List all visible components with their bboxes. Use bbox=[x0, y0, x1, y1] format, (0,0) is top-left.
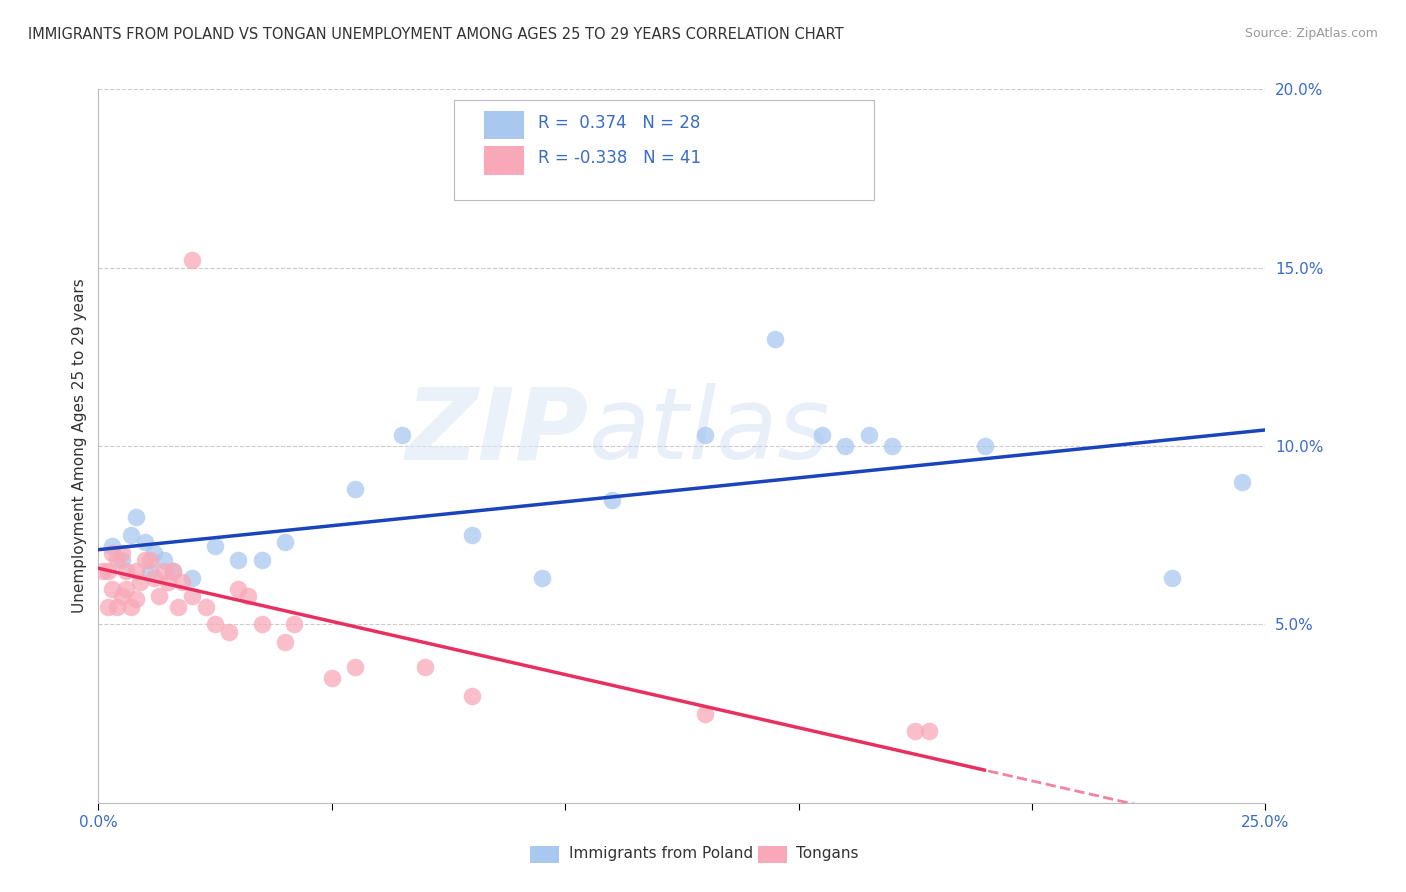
Point bbox=[134, 553, 156, 567]
Point bbox=[858, 428, 880, 442]
Point bbox=[111, 546, 134, 560]
Point bbox=[530, 571, 553, 585]
Point bbox=[391, 428, 413, 442]
Point bbox=[918, 724, 941, 739]
Point bbox=[101, 539, 124, 553]
FancyBboxPatch shape bbox=[454, 100, 875, 200]
Point bbox=[152, 553, 174, 567]
Point bbox=[600, 492, 623, 507]
Point bbox=[204, 539, 226, 553]
Y-axis label: Unemployment Among Ages 25 to 29 years: Unemployment Among Ages 25 to 29 years bbox=[72, 278, 87, 614]
Point bbox=[157, 574, 180, 589]
Point bbox=[148, 589, 170, 603]
Point bbox=[461, 689, 484, 703]
Point bbox=[834, 439, 856, 453]
Text: atlas: atlas bbox=[589, 384, 830, 480]
Point bbox=[134, 535, 156, 549]
Text: Immigrants from Poland: Immigrants from Poland bbox=[568, 846, 752, 861]
Point bbox=[101, 546, 124, 560]
Point bbox=[139, 564, 162, 578]
Point bbox=[115, 582, 138, 596]
Point bbox=[105, 553, 128, 567]
Point bbox=[125, 564, 148, 578]
Text: ZIP: ZIP bbox=[405, 384, 589, 480]
Point bbox=[228, 553, 250, 567]
Point bbox=[274, 535, 297, 549]
Point bbox=[250, 617, 273, 632]
Text: Tongans: Tongans bbox=[796, 846, 859, 861]
Point bbox=[194, 599, 217, 614]
Point bbox=[236, 589, 259, 603]
Point bbox=[695, 428, 717, 442]
Point bbox=[811, 428, 834, 442]
Point bbox=[172, 574, 194, 589]
Point bbox=[1230, 475, 1253, 489]
Point bbox=[129, 574, 152, 589]
Point bbox=[97, 564, 120, 578]
Point bbox=[115, 564, 138, 578]
Point bbox=[344, 660, 367, 674]
Point bbox=[180, 589, 202, 603]
Point bbox=[695, 706, 717, 721]
Point bbox=[91, 564, 114, 578]
Point bbox=[763, 332, 786, 346]
Point bbox=[166, 599, 188, 614]
Point bbox=[152, 564, 174, 578]
Point bbox=[143, 571, 166, 585]
Point bbox=[880, 439, 903, 453]
Point bbox=[228, 582, 250, 596]
Point bbox=[218, 624, 240, 639]
Point bbox=[97, 599, 120, 614]
Point bbox=[120, 599, 142, 614]
Point bbox=[413, 660, 436, 674]
Point bbox=[125, 592, 148, 607]
Point bbox=[904, 724, 927, 739]
Point bbox=[274, 635, 297, 649]
Point bbox=[461, 528, 484, 542]
Text: IMMIGRANTS FROM POLAND VS TONGAN UNEMPLOYMENT AMONG AGES 25 TO 29 YEARS CORRELAT: IMMIGRANTS FROM POLAND VS TONGAN UNEMPLO… bbox=[28, 27, 844, 42]
Point bbox=[125, 510, 148, 524]
Point bbox=[162, 564, 184, 578]
Point bbox=[974, 439, 997, 453]
Point bbox=[321, 671, 343, 685]
Text: R =  0.374   N = 28: R = 0.374 N = 28 bbox=[538, 114, 700, 132]
Point bbox=[1161, 571, 1184, 585]
Point bbox=[344, 482, 367, 496]
Point bbox=[143, 546, 166, 560]
Point bbox=[120, 528, 142, 542]
Point bbox=[111, 589, 134, 603]
Text: Source: ZipAtlas.com: Source: ZipAtlas.com bbox=[1244, 27, 1378, 40]
Text: R = -0.338   N = 41: R = -0.338 N = 41 bbox=[538, 150, 702, 168]
Point bbox=[180, 571, 202, 585]
FancyBboxPatch shape bbox=[530, 846, 560, 863]
Point bbox=[283, 617, 305, 632]
Point bbox=[139, 553, 162, 567]
FancyBboxPatch shape bbox=[758, 846, 787, 863]
Point bbox=[180, 253, 202, 268]
FancyBboxPatch shape bbox=[484, 146, 524, 175]
Point bbox=[105, 599, 128, 614]
Point bbox=[162, 564, 184, 578]
Point bbox=[204, 617, 226, 632]
Point bbox=[101, 582, 124, 596]
Point bbox=[111, 553, 134, 567]
Point bbox=[250, 553, 273, 567]
FancyBboxPatch shape bbox=[484, 111, 524, 139]
